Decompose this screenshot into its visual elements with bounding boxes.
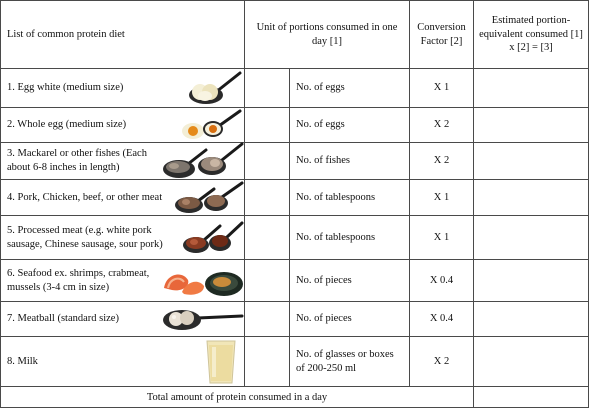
unit-entry-cell[interactable] bbox=[244, 179, 290, 216]
unit-label: No. of pieces bbox=[288, 259, 411, 302]
table-row: 1. Egg white (medium size) No. of eggs X… bbox=[0, 68, 590, 108]
food-name: 6. Seafood ex. shrimps, crabmeat, mussel… bbox=[7, 267, 150, 293]
estimate-entry-cell[interactable] bbox=[473, 215, 590, 260]
food-name: 3. Mackarel or other fishes (Each about … bbox=[7, 148, 147, 173]
unit-label: No. of eggs bbox=[288, 68, 411, 108]
estimate-entry-cell[interactable] bbox=[473, 336, 590, 387]
whole-egg-spoon-icon bbox=[180, 108, 244, 142]
egg-white-spoon-icon bbox=[186, 70, 244, 106]
header-conversion-factor: Conversion Factor [2] bbox=[409, 0, 475, 69]
food-cell: 4. Pork, Chicken, beef, or other meat bbox=[0, 179, 245, 216]
food-name: 5. Processed meat (e.g. white pork sausa… bbox=[7, 224, 163, 250]
table-row: 7. Meatball (standard size) No. of piece… bbox=[0, 301, 590, 337]
conversion-factor: X 1 bbox=[409, 68, 475, 108]
food-name: 1. Egg white (medium size) bbox=[7, 82, 124, 94]
estimate-entry-cell[interactable] bbox=[473, 68, 590, 108]
food-cell: 7. Meatball (standard size) bbox=[0, 301, 245, 337]
conversion-factor: X 1 bbox=[409, 179, 475, 216]
table-row: 4. Pork, Chicken, beef, or other meat No… bbox=[0, 179, 590, 216]
food-name: 2. Whole egg (medium size) bbox=[7, 119, 127, 131]
conversion-factor: X 1 bbox=[409, 215, 475, 260]
header-diet-list: List of common protein diet bbox=[0, 0, 245, 69]
estimate-entry-cell[interactable] bbox=[473, 142, 590, 180]
unit-label: No. of fishes bbox=[288, 142, 411, 180]
food-name: 7. Meatball (standard size) bbox=[7, 313, 119, 325]
unit-entry-cell[interactable] bbox=[244, 215, 290, 260]
table-row: 6. Seafood ex. shrimps, crabmeat, mussel… bbox=[0, 259, 590, 302]
meat-spoon-icon bbox=[174, 181, 244, 215]
header-unit-portions: Unit of portions consumed in one day [1] bbox=[243, 0, 411, 69]
unit-entry-cell[interactable] bbox=[244, 259, 290, 302]
unit-label: No. of eggs bbox=[288, 107, 411, 143]
table-row: 2. Whole egg (medium size) No. of eggs X… bbox=[0, 107, 590, 143]
header-estimated-portion: Estimated portion-equivalent consumed [1… bbox=[473, 0, 590, 69]
unit-entry-cell[interactable] bbox=[244, 336, 290, 387]
unit-label: No. of glasses or boxes of 200-250 ml bbox=[288, 336, 411, 387]
conversion-factor: X 2 bbox=[409, 336, 475, 387]
estimate-entry-cell[interactable] bbox=[473, 301, 590, 337]
seafood-icon bbox=[160, 262, 244, 300]
food-cell: 5. Processed meat (e.g. white pork sausa… bbox=[0, 215, 245, 260]
unit-entry-cell[interactable] bbox=[244, 107, 290, 143]
conversion-factor: X 0.4 bbox=[409, 259, 475, 302]
table-row: 5. Processed meat (e.g. white pork sausa… bbox=[0, 215, 590, 260]
conversion-factor: X 2 bbox=[409, 142, 475, 180]
total-row: Total amount of protein consumed in a da… bbox=[0, 386, 590, 408]
food-name: 8. Milk bbox=[7, 355, 38, 367]
unit-label: No. of tablespoons bbox=[288, 179, 411, 216]
unit-entry-cell[interactable] bbox=[244, 301, 290, 337]
unit-label: No. of tablespoons bbox=[288, 215, 411, 260]
food-cell: 8. Milk bbox=[0, 336, 245, 387]
estimate-entry-cell[interactable] bbox=[473, 259, 590, 302]
header-row: List of common protein diet Unit of port… bbox=[0, 0, 590, 69]
conversion-factor: X 0.4 bbox=[409, 301, 475, 337]
conversion-factor: X 2 bbox=[409, 107, 475, 143]
food-cell: 6. Seafood ex. shrimps, crabmeat, mussel… bbox=[0, 259, 245, 302]
food-cell: 3. Mackarel or other fishes (Each about … bbox=[0, 142, 245, 180]
meatball-spoon-icon bbox=[162, 304, 244, 334]
milk-glass-icon bbox=[204, 339, 238, 385]
estimate-entry-cell[interactable] bbox=[473, 107, 590, 143]
total-entry-cell[interactable] bbox=[473, 386, 590, 408]
fish-spoon-icon bbox=[162, 142, 244, 180]
total-label: Total amount of protein consumed in a da… bbox=[0, 386, 475, 408]
sausage-spoon-icon bbox=[182, 220, 244, 256]
table-row: 8. Milk No. of glasses or boxes of 200-2… bbox=[0, 336, 590, 387]
food-cell: 2. Whole egg (medium size) bbox=[0, 107, 245, 143]
unit-entry-cell[interactable] bbox=[244, 68, 290, 108]
unit-entry-cell[interactable] bbox=[244, 142, 290, 180]
table-row: 3. Mackarel or other fishes (Each about … bbox=[0, 142, 590, 180]
unit-label: No. of pieces bbox=[288, 301, 411, 337]
food-cell: 1. Egg white (medium size) bbox=[0, 68, 245, 108]
estimate-entry-cell[interactable] bbox=[473, 179, 590, 216]
food-name: 4. Pork, Chicken, beef, or other meat bbox=[7, 191, 163, 203]
